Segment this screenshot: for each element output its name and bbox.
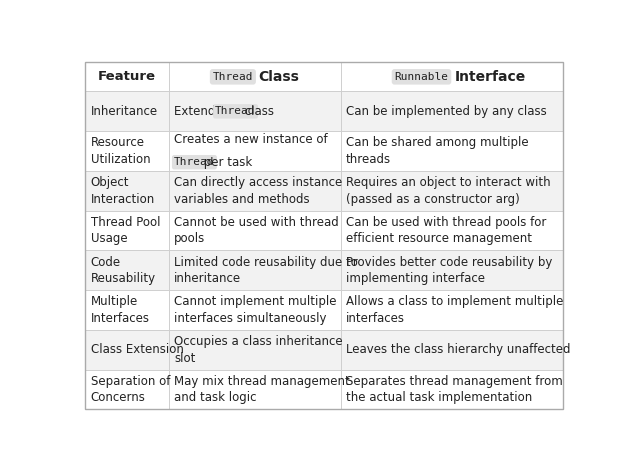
- Bar: [169, 131, 341, 171]
- Text: Limited code reusability due to
inheritance: Limited code reusability due to inherita…: [174, 255, 358, 285]
- Bar: [341, 250, 562, 290]
- Text: Thread: Thread: [216, 106, 256, 116]
- Text: Requires an object to interact with
(passed as a constructor arg): Requires an object to interact with (pas…: [346, 176, 550, 205]
- Text: Leaves the class hierarchy unaffected: Leaves the class hierarchy unaffected: [346, 343, 571, 356]
- Text: Thread: Thread: [212, 72, 253, 82]
- Text: Can be implemented by any class: Can be implemented by any class: [346, 105, 547, 118]
- Text: Separates thread management from
the actual task implementation: Separates thread management from the act…: [346, 375, 562, 404]
- Text: Object
Interaction: Object Interaction: [90, 176, 155, 205]
- Text: Occupies a class inheritance
slot: Occupies a class inheritance slot: [174, 335, 343, 365]
- Bar: [169, 211, 341, 250]
- Bar: [169, 92, 341, 131]
- Text: Cannot implement multiple
interfaces simultaneously: Cannot implement multiple interfaces sim…: [174, 295, 337, 325]
- Text: Class Extension: Class Extension: [90, 343, 183, 356]
- Text: Provides better code reusability by
implementing interface: Provides better code reusability by impl…: [346, 255, 552, 285]
- Bar: [341, 62, 562, 92]
- Bar: [341, 211, 562, 250]
- Text: Resource
Utilization: Resource Utilization: [90, 136, 150, 166]
- Text: Cannot be used with thread
pools: Cannot be used with thread pools: [174, 216, 339, 245]
- Bar: [169, 290, 341, 330]
- Text: Can be shared among multiple
threads: Can be shared among multiple threads: [346, 136, 528, 166]
- Bar: [85, 250, 169, 290]
- Bar: [169, 330, 341, 370]
- Text: Extends the: Extends the: [174, 105, 248, 118]
- Text: per task: per task: [200, 156, 252, 169]
- Bar: [85, 211, 169, 250]
- Bar: [85, 131, 169, 171]
- Text: Class: Class: [258, 70, 299, 84]
- Bar: [341, 290, 562, 330]
- Text: Thread: Thread: [174, 157, 215, 167]
- Bar: [341, 330, 562, 370]
- Text: Can directly access instance
variables and methods: Can directly access instance variables a…: [174, 176, 343, 205]
- Text: Code
Reusability: Code Reusability: [90, 255, 155, 285]
- Bar: [85, 330, 169, 370]
- Text: Feature: Feature: [98, 71, 156, 83]
- Bar: [85, 62, 169, 92]
- Text: Creates a new instance of: Creates a new instance of: [174, 134, 328, 147]
- Bar: [169, 250, 341, 290]
- Bar: [169, 62, 341, 92]
- Text: Inheritance: Inheritance: [90, 105, 158, 118]
- Text: Thread Pool
Usage: Thread Pool Usage: [90, 216, 160, 245]
- Text: Runnable: Runnable: [394, 72, 449, 82]
- Text: class: class: [241, 105, 274, 118]
- Bar: [85, 171, 169, 211]
- Bar: [341, 370, 562, 410]
- Bar: [341, 92, 562, 131]
- Bar: [85, 370, 169, 410]
- Bar: [85, 290, 169, 330]
- Text: Allows a class to implement multiple
interfaces: Allows a class to implement multiple int…: [346, 295, 563, 325]
- Bar: [341, 171, 562, 211]
- Text: Interface: Interface: [454, 70, 526, 84]
- Text: Multiple
Interfaces: Multiple Interfaces: [90, 295, 150, 325]
- Bar: [169, 171, 341, 211]
- Text: Separation of
Concerns: Separation of Concerns: [90, 375, 170, 404]
- Bar: [169, 370, 341, 410]
- Bar: [341, 131, 562, 171]
- Bar: [85, 92, 169, 131]
- Text: May mix thread management
and task logic: May mix thread management and task logic: [174, 375, 350, 404]
- Text: Can be used with thread pools for
efficient resource management: Can be used with thread pools for effici…: [346, 216, 547, 245]
